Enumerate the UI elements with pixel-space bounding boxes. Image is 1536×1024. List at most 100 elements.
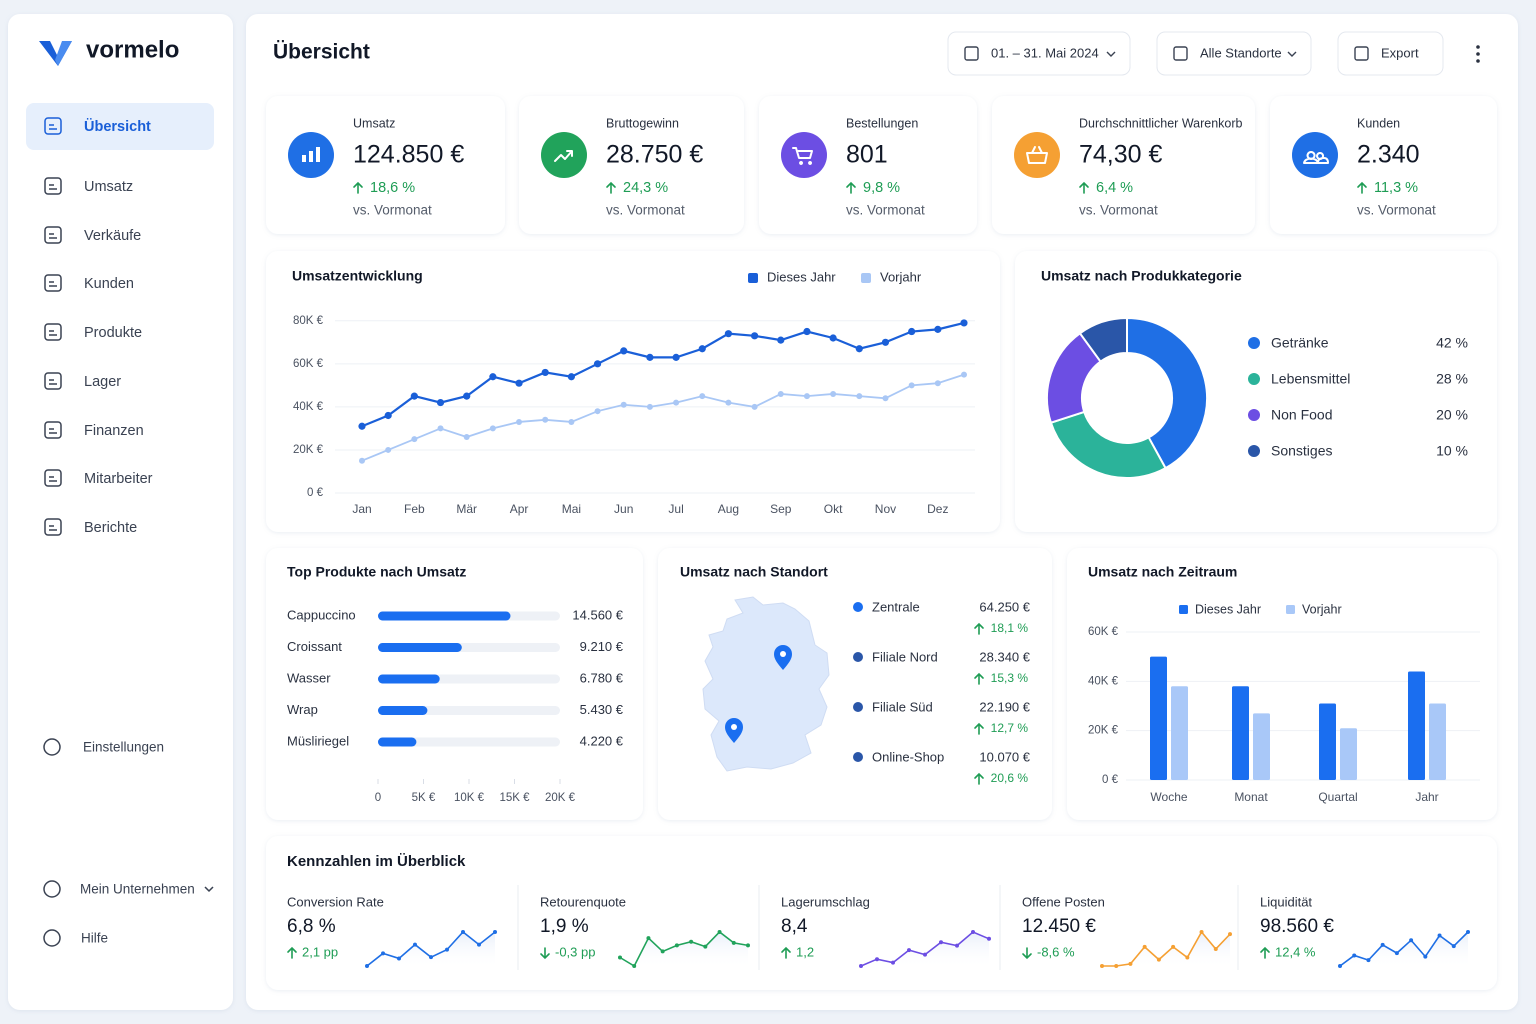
card (266, 836, 1497, 990)
kpi-label: Umsatz (353, 116, 395, 130)
kpi-icon (1014, 132, 1060, 178)
value-label: 9.210 € (580, 639, 624, 654)
nav-item[interactable]: Kunden (44, 274, 134, 292)
location-name: Zentrale (872, 599, 920, 614)
sparkline-point (1171, 944, 1176, 949)
line-point (856, 393, 863, 400)
more-button[interactable] (1476, 45, 1480, 63)
line-point (385, 446, 392, 453)
company-switcher-label: Mein Unternehmen (80, 882, 195, 897)
nav-icon (44, 177, 62, 195)
nav-item[interactable]: Mitarbeiter (44, 469, 153, 487)
trend-arrow (353, 181, 363, 194)
nav-item[interactable]: Produkte (44, 323, 142, 341)
chart-title: Umsatz nach Zeitraum (1088, 564, 1237, 580)
x-tick-label: 10K € (454, 792, 485, 804)
company-switcher-icon (43, 880, 61, 898)
nav-icon (44, 323, 62, 341)
company-switcher[interactable]: Mein Unternehmen (43, 880, 214, 898)
location-dot (853, 702, 863, 712)
line-point (777, 390, 784, 397)
sparkline-point (731, 940, 736, 945)
location-change: 18,1 % (991, 621, 1029, 635)
help-label: Hilfe (81, 931, 108, 946)
sparkline-point (923, 952, 927, 957)
sparkline-point (1423, 954, 1428, 959)
y-tick-label: 0 € (307, 487, 324, 499)
kpi-change: 11,3 % (1374, 180, 1418, 196)
export-button[interactable]: Export (1337, 31, 1444, 76)
donut-segment (1126, 316, 1208, 470)
line-point (672, 353, 680, 361)
page-title: Übersicht (273, 41, 370, 64)
trend-arrow (974, 672, 984, 685)
date-picker[interactable]: 01. – 31. Mai 2024 (947, 31, 1131, 76)
y-tick-label: 0 € (1102, 774, 1119, 786)
bar-track (378, 737, 560, 747)
kpi-glyph (1303, 151, 1329, 164)
kpi-value: 124.850 € (353, 141, 464, 169)
location-filter[interactable]: Alle Standorte (1156, 31, 1312, 76)
settings[interactable]: Einstellungen (43, 738, 164, 756)
line-point (410, 392, 418, 400)
line-point (436, 398, 445, 407)
nav-label: Verkäufe (84, 228, 141, 244)
line-point (829, 334, 837, 342)
nav-item[interactable]: Finanzen (44, 421, 144, 439)
nav-item[interactable]: Lager (44, 372, 121, 390)
card (8, 14, 233, 1010)
sparkline-point (1352, 953, 1357, 958)
kpi-note: vs. Vormonat (1357, 203, 1436, 218)
figure-change: -8,6 % (1037, 944, 1075, 959)
line-point (698, 345, 706, 353)
line-point (882, 395, 889, 402)
line-point (803, 327, 811, 336)
y-tick-label: 80K € (293, 315, 324, 327)
chart-title: Top Produkte nach Umsatz (287, 564, 466, 580)
trend-arrow (1022, 947, 1032, 960)
card (992, 96, 1255, 234)
settings-icon (43, 738, 61, 756)
bar (1232, 686, 1249, 780)
nav-icon (44, 226, 62, 244)
sparkline-point (875, 957, 879, 962)
legend-label: Non Food (1271, 407, 1332, 423)
line-point (830, 390, 837, 397)
kpi-change: 6,4 % (1096, 180, 1133, 196)
line-point (881, 338, 890, 346)
kpi-glyph (1026, 146, 1048, 164)
nav-item[interactable]: Berichte (44, 518, 137, 536)
sparkline-area (1102, 932, 1230, 968)
kpi-icon (541, 132, 587, 178)
brand: vormelo (86, 36, 179, 63)
nav-item[interactable]: Übersicht (44, 117, 151, 135)
line-point (515, 379, 523, 387)
nav-label: Finanzen (84, 423, 144, 439)
legend-label: Vorjahr (1302, 602, 1342, 616)
line-point (568, 418, 575, 425)
line-point (542, 416, 549, 423)
line-point (777, 336, 785, 344)
kpi-value: 2.340 (1357, 141, 1420, 169)
legend-dot (1248, 337, 1260, 349)
help[interactable]: Hilfe (43, 929, 108, 947)
map-pin-dot (731, 724, 737, 730)
legend-label: Sonstiges (1271, 443, 1332, 459)
location-dot (853, 602, 863, 612)
y-tick-label: 60K € (293, 358, 324, 370)
sparkline-point (971, 930, 975, 934)
nav-icon (44, 421, 62, 439)
nav-item[interactable]: Umsatz (44, 177, 133, 195)
nav-icon (44, 518, 62, 536)
line-point (593, 360, 602, 368)
legend-label: Dieses Jahr (1195, 602, 1261, 616)
figure-value: 8,4 (781, 916, 808, 937)
trend-arrow (1079, 181, 1089, 194)
sparkline-point (891, 960, 895, 965)
nav-item[interactable]: Verkäufe (44, 226, 141, 244)
value-label: 10 % (1436, 443, 1468, 459)
line-point (384, 411, 392, 420)
y-tick-label: 20K € (293, 444, 324, 456)
sparkline-point (689, 939, 694, 944)
